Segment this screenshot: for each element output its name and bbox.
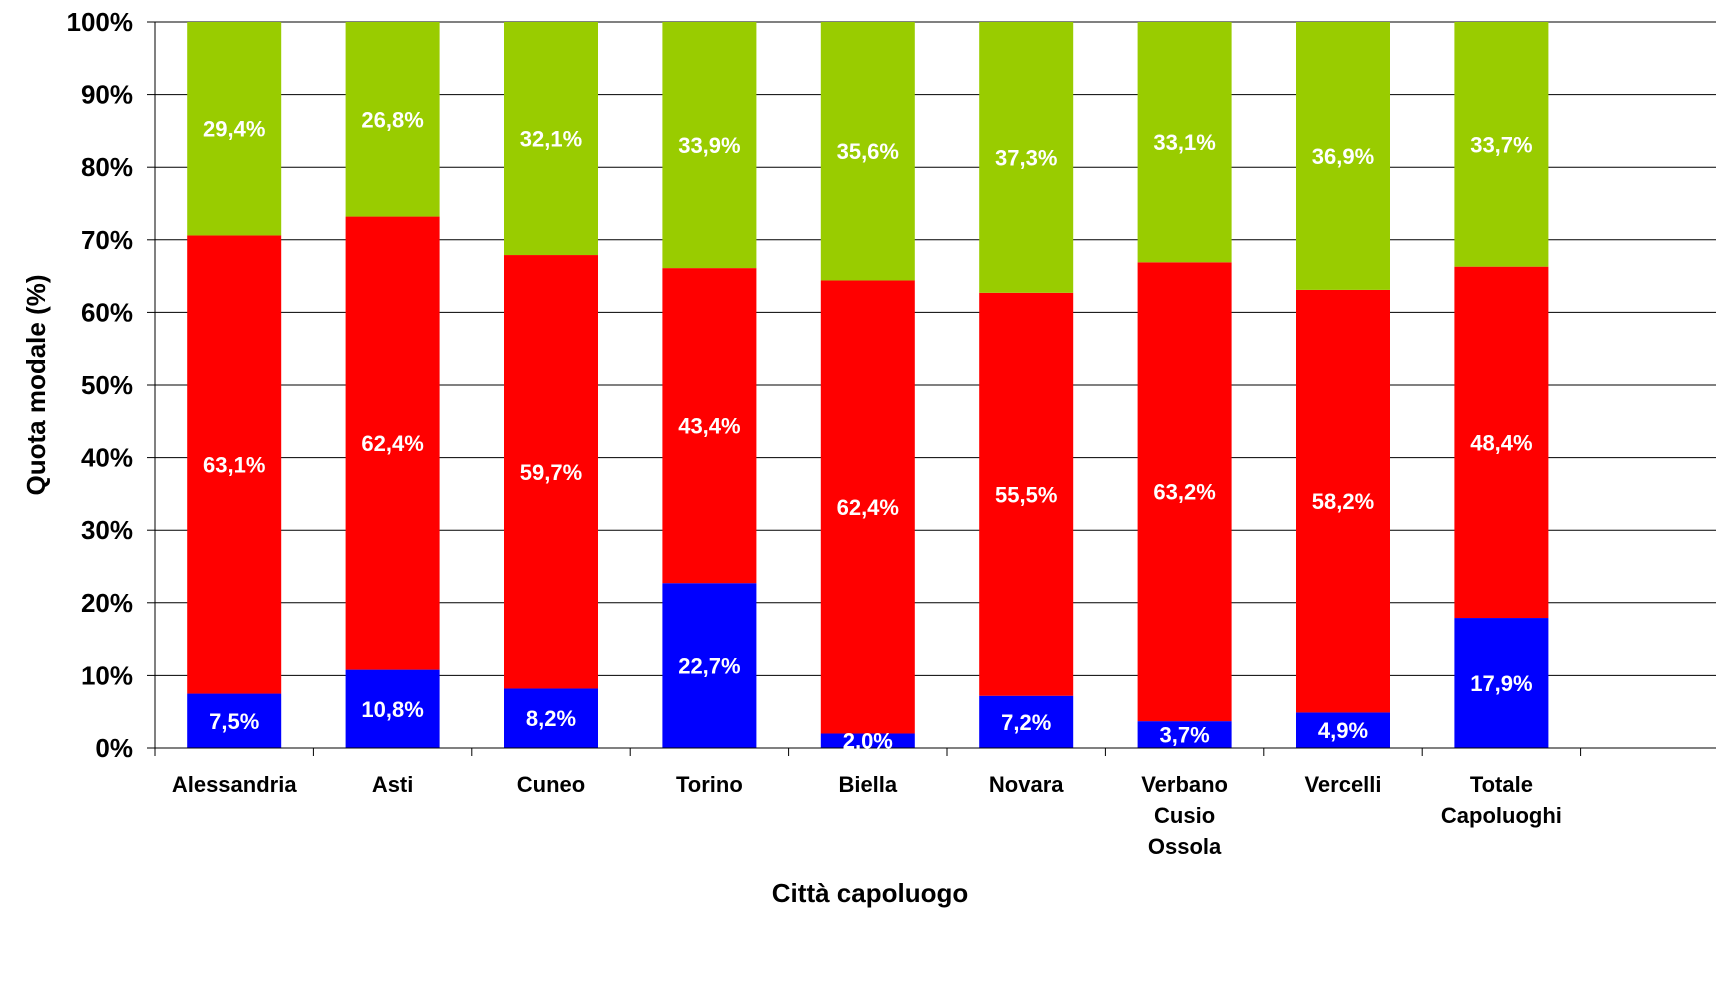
- x-category-label: Totale Capoluoghi: [1441, 772, 1562, 828]
- y-tick-label: 10%: [81, 660, 133, 690]
- data-label: 43,4%: [678, 414, 740, 439]
- bar-segment: [504, 688, 598, 748]
- bar-segment: [504, 22, 598, 256]
- data-label: 22,7%: [678, 654, 740, 679]
- x-category-label: Alessandria: [172, 772, 297, 797]
- x-category-label: Cuneo: [517, 772, 585, 797]
- bar-segment: [820, 280, 915, 734]
- y-tick-label: 0%: [95, 733, 133, 763]
- bar-segment: [1137, 22, 1232, 263]
- bar-segment: [820, 733, 915, 748]
- data-label: 7,5%: [209, 709, 259, 734]
- bar-segment: [1137, 262, 1232, 722]
- labels: 0% 10% 20% 30% 40% 50% 60% 70% 80% 90% 100% 7,5% 63,…: [67, 7, 1562, 859]
- data-label: 17,9%: [1470, 671, 1532, 696]
- y-tick-label: 40%: [81, 443, 133, 473]
- y-tick-label: 60%: [81, 297, 133, 327]
- bar-segment: [187, 235, 282, 694]
- data-label: 37,3%: [995, 145, 1057, 170]
- data-label: 10,8%: [361, 697, 423, 722]
- data-label: 4,9%: [1318, 718, 1368, 743]
- data-label: 55,5%: [995, 482, 1057, 507]
- data-label: 2,0%: [843, 729, 893, 754]
- data-label: 63,1%: [203, 452, 265, 477]
- bar-segment: [662, 22, 757, 269]
- bar-segment: [979, 22, 1074, 293]
- y-tick-label: 20%: [81, 588, 133, 618]
- y-tick-label: 50%: [81, 370, 133, 400]
- data-label: 59,7%: [520, 460, 582, 485]
- data-label: 62,4%: [361, 431, 423, 456]
- data-label: 35,6%: [837, 139, 899, 164]
- y-tick-label: 90%: [81, 80, 133, 110]
- bar-segment: [662, 268, 757, 584]
- bar-segment: [1137, 721, 1232, 748]
- data-label: 26,8%: [361, 107, 423, 132]
- x-category-label: Asti: [372, 772, 414, 797]
- data-label: 33,9%: [678, 133, 740, 158]
- y-tick-label: 80%: [81, 152, 133, 182]
- data-label: 62,4%: [837, 495, 899, 520]
- x-category-label: Torino: [676, 772, 743, 797]
- bar-segment: [345, 216, 440, 670]
- bar-segment: [662, 583, 757, 748]
- bar-segment: [1454, 618, 1549, 748]
- bar-segment: [345, 22, 440, 217]
- y-tick-label: 100%: [67, 7, 134, 37]
- bar-segment: [820, 22, 915, 281]
- bar-segment: [1296, 712, 1390, 748]
- bar-segment: [187, 22, 282, 236]
- data-label: 33,1%: [1153, 130, 1215, 155]
- data-label: 8,2%: [526, 706, 576, 731]
- y-axis-title: Quota modale (%): [21, 274, 51, 495]
- bar-segment: [1454, 266, 1549, 619]
- x-category-label: Novara: [989, 772, 1064, 797]
- x-category-label: Biella: [838, 772, 897, 797]
- data-label: 29,4%: [203, 117, 265, 142]
- y-tick-label: 70%: [81, 225, 133, 255]
- bar-segment: [1296, 22, 1390, 290]
- bar-segment: [187, 693, 282, 748]
- axes: [147, 21, 1716, 756]
- bars: [187, 22, 1549, 748]
- x-category-label: Vercelli: [1304, 772, 1381, 797]
- bar-segment: [979, 292, 1074, 696]
- x-axis-title: Città capoluogo: [772, 878, 968, 908]
- bar-segment: [1296, 289, 1390, 713]
- bar-segment: [979, 695, 1074, 748]
- data-label: 48,4%: [1470, 430, 1532, 455]
- x-category-label: Verbano Cusio Ossola: [1141, 772, 1228, 859]
- data-label: 32,1%: [520, 127, 582, 152]
- data-label: 3,7%: [1160, 723, 1210, 748]
- bar-segment: [345, 669, 440, 748]
- data-label: 7,2%: [1001, 710, 1051, 735]
- bar-segment: [504, 255, 598, 689]
- data-label: 36,9%: [1312, 144, 1374, 169]
- data-label: 58,2%: [1312, 489, 1374, 514]
- y-tick-label: 30%: [81, 515, 133, 545]
- data-label: 33,7%: [1470, 132, 1532, 157]
- data-label: 63,2%: [1153, 480, 1215, 505]
- bar-segment: [1454, 22, 1549, 267]
